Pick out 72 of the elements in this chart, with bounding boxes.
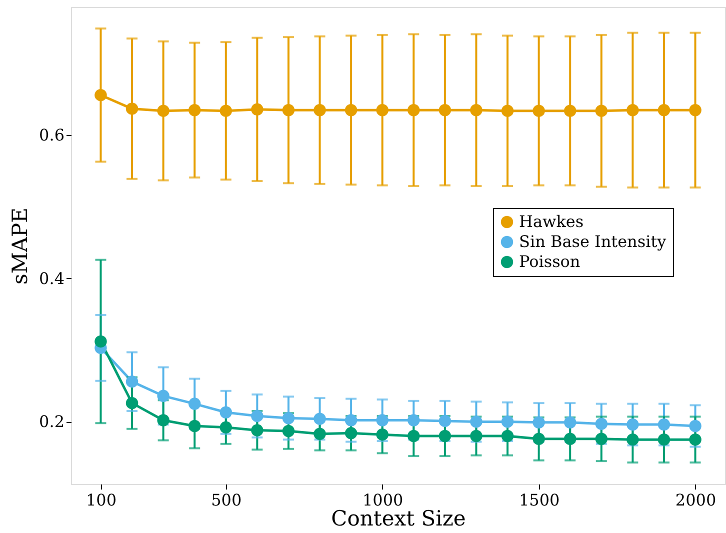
point [314,104,326,116]
point [220,421,232,434]
point [438,414,452,428]
point [188,420,201,432]
point [220,406,232,418]
x-tick-label: 500 [211,490,242,510]
legend-label: Sin Base Intensity [519,232,666,251]
point [532,416,545,429]
point [282,424,295,438]
point [344,104,358,116]
point [157,414,170,426]
y-tick-label: 0.6 [39,126,64,145]
point [126,396,138,410]
point [658,104,670,116]
x-tick-label: 2000 [675,490,716,510]
point [470,104,482,116]
y-tick-label: 0.4 [39,268,64,288]
point [658,418,670,431]
point [501,104,514,117]
point [564,432,576,445]
x-tick-label: 100 [86,490,116,510]
point [220,104,232,117]
point [689,433,702,446]
point [94,88,107,102]
x-tick-label: 1500 [518,490,560,510]
point [595,104,608,117]
point [408,430,420,442]
point [626,104,639,116]
point [251,424,264,436]
point [595,432,608,445]
point [470,416,482,428]
point [157,390,170,402]
point [251,410,264,422]
point [157,104,170,117]
point [314,412,326,425]
point [408,104,420,116]
point [376,414,388,426]
point [564,104,576,117]
point [438,430,452,442]
point [188,104,201,116]
point [408,414,420,426]
point [344,427,358,440]
point [689,420,702,432]
point [94,335,107,348]
legend-label: Poisson [519,252,580,271]
point [532,432,545,445]
point [658,433,670,446]
point [376,428,388,441]
point [501,430,514,442]
point [126,375,138,388]
x-axis-title: Context Size [331,506,466,530]
point [564,416,576,429]
y-axis-title: sMAPE [8,208,32,284]
point [438,104,452,116]
point [251,103,264,116]
x-tick-label: 1000 [362,490,404,510]
point [344,414,358,426]
point [126,102,138,115]
point [376,104,388,116]
point [532,104,545,117]
point [626,433,639,446]
point [689,104,702,116]
point [470,430,482,442]
point [314,428,326,440]
point [501,416,514,428]
point [282,104,295,116]
point [282,412,295,424]
legend-label: Hawkes [519,212,584,231]
point [626,418,639,431]
point [188,398,201,410]
y-tick-label: 0.2 [39,412,64,432]
point [595,418,608,430]
